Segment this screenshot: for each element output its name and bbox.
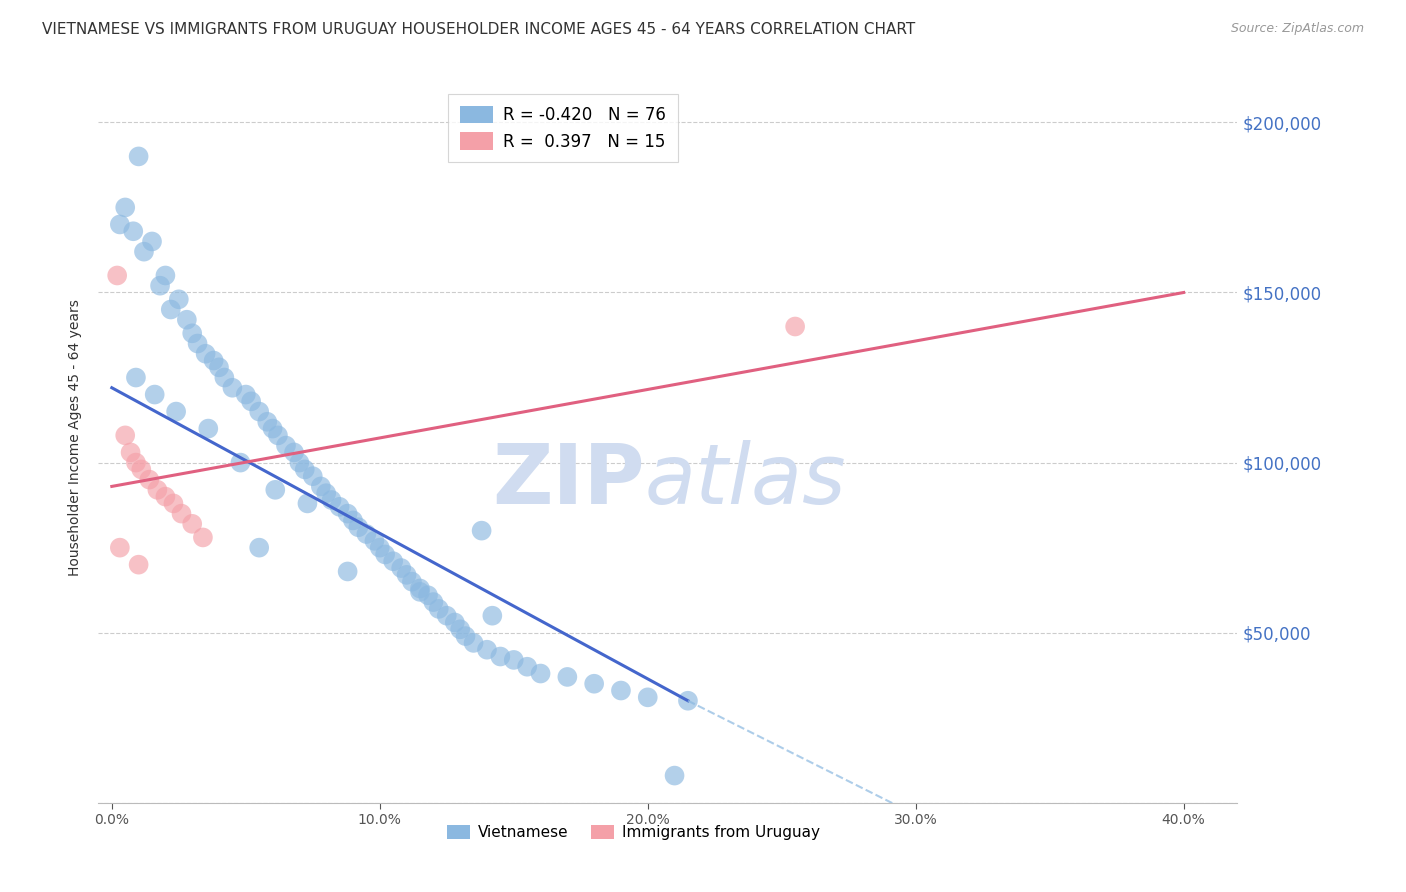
Point [416,588,439,602]
Point [676,694,699,708]
Point [141,235,163,249]
Point [125,370,148,384]
Point [321,493,343,508]
Point [427,602,450,616]
Point [108,218,131,232]
Point [401,574,423,589]
Point [120,445,142,459]
Point [197,421,219,435]
Legend: Vietnamese, Immigrants from Uruguay: Vietnamese, Immigrants from Uruguay [441,819,827,847]
Point [502,653,524,667]
Point [583,677,606,691]
Point [128,149,150,163]
Point [283,445,305,459]
Point [463,636,485,650]
Point [221,381,243,395]
Text: atlas: atlas [645,441,846,522]
Point [374,548,396,562]
Point [165,404,187,418]
Point [247,404,270,418]
Point [240,394,263,409]
Point [167,293,190,307]
Point [122,224,145,238]
Point [475,642,498,657]
Point [409,582,432,596]
Point [114,201,136,215]
Point [481,608,503,623]
Point [395,567,418,582]
Point [125,456,148,470]
Point [409,585,432,599]
Point [247,541,270,555]
Text: ZIP: ZIP [492,441,645,522]
Point [235,387,257,401]
Point [214,370,236,384]
Point [449,622,471,636]
Point [315,486,337,500]
Point [436,608,458,623]
Text: VIETNAMESE VS IMMIGRANTS FROM URUGUAY HOUSEHOLDER INCOME AGES 45 - 64 YEARS CORR: VIETNAMESE VS IMMIGRANTS FROM URUGUAY HO… [42,22,915,37]
Point [129,462,152,476]
Point [288,456,311,470]
Point [187,336,209,351]
Text: Source: ZipAtlas.com: Source: ZipAtlas.com [1230,22,1364,36]
Point [267,428,290,442]
Point [108,541,131,555]
Point [336,507,359,521]
Point [208,360,231,375]
Point [516,659,538,673]
Point [138,473,160,487]
Point [297,496,319,510]
Point [202,353,225,368]
Point [229,456,252,470]
Point [356,527,378,541]
Point [191,531,214,545]
Point [149,278,172,293]
Point [443,615,465,630]
Point [382,554,405,568]
Point [664,768,686,782]
Point [274,439,297,453]
Y-axis label: Householder Income Ages 45 - 64 years: Householder Income Ages 45 - 64 years [69,299,83,575]
Point [454,629,477,643]
Point [155,490,177,504]
Point [132,244,155,259]
Point [610,683,633,698]
Point [176,312,198,326]
Point [557,670,579,684]
Point [363,533,385,548]
Point [114,428,136,442]
Point [128,558,150,572]
Point [368,541,391,555]
Point [181,516,204,531]
Point [785,319,807,334]
Point [105,268,128,283]
Point [170,507,193,521]
Point [146,483,169,497]
Point [194,347,217,361]
Point [336,565,359,579]
Point [262,421,284,435]
Point [155,268,177,283]
Point [471,524,494,538]
Point [347,520,370,534]
Point [264,483,287,497]
Point [256,415,278,429]
Point [301,469,323,483]
Point [143,387,166,401]
Point [181,326,204,341]
Point [342,513,364,527]
Point [309,479,332,493]
Point [489,649,512,664]
Point [637,690,659,705]
Point [294,462,316,476]
Point [389,561,412,575]
Point [422,595,444,609]
Point [159,302,181,317]
Point [529,666,551,681]
Point [162,496,184,510]
Point [329,500,352,514]
